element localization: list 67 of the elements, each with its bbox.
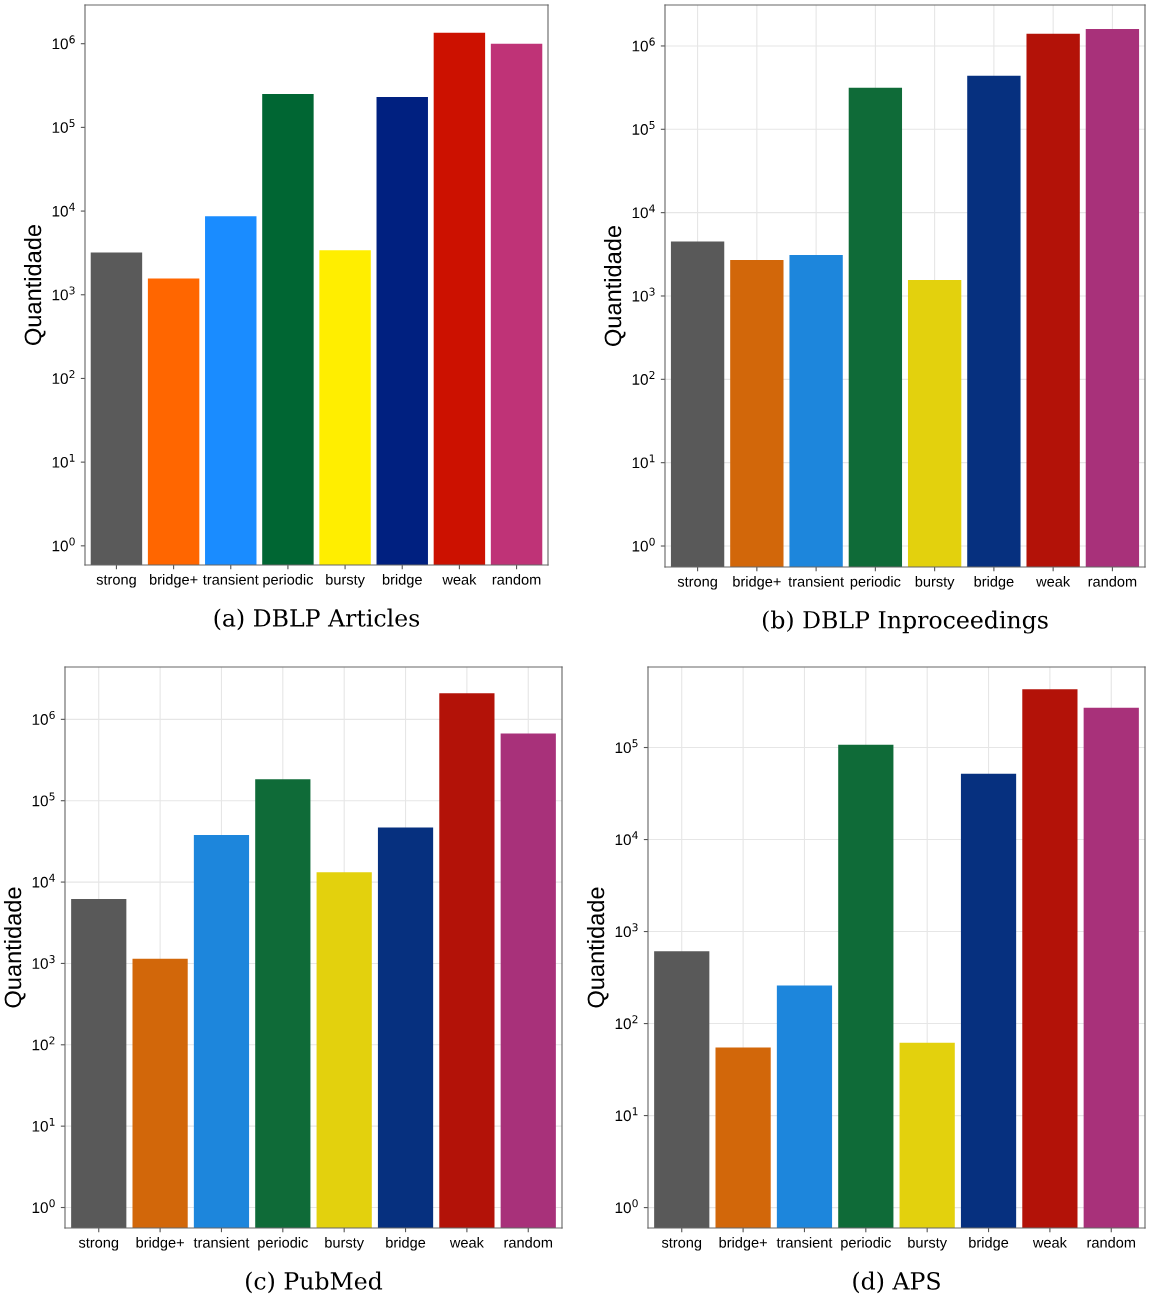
x-tick-label: bursty bbox=[325, 1237, 365, 1251]
y-tick-label: 10$^{1}$ bbox=[632, 454, 655, 469]
x-tick-label: bridge bbox=[969, 1237, 1009, 1251]
text: (c) PubMed bbox=[246, 1271, 383, 1294]
x-tick-label: bridge bbox=[974, 576, 1014, 590]
x-tick-label: bridge+ bbox=[150, 574, 198, 588]
x-tick-label: strong bbox=[677, 577, 717, 590]
y-axis-title: Quantidade bbox=[586, 887, 609, 1008]
y-tick-label: 10$^{4}$ bbox=[632, 204, 655, 219]
y-tick-label: 10$^{6}$ bbox=[632, 37, 655, 52]
y-tick-label: 10$^{3}$ bbox=[52, 286, 75, 301]
y-tick-label: 10$^{5}$ bbox=[32, 792, 55, 807]
y-tick-label: 10$^{5}$ bbox=[632, 121, 655, 135]
text: (d) APS bbox=[853, 1271, 940, 1294]
x-tick-label: weak bbox=[1032, 1237, 1067, 1248]
y-tick-label: 10$^{2}$ bbox=[615, 1015, 638, 1030]
x-tick-label: bridge+ bbox=[719, 1237, 767, 1251]
y-tick-label: 10$^{5}$ bbox=[615, 739, 638, 754]
x-tick-label: bridge+ bbox=[136, 1237, 184, 1251]
x-tick-label: strong bbox=[96, 575, 136, 588]
y-tick-label: 10$^{0}$ bbox=[615, 1199, 638, 1214]
x-tick-label: transient bbox=[788, 576, 844, 587]
y-tick-label: 10$^{6}$ bbox=[52, 35, 75, 50]
x-tick-label: weak bbox=[449, 1237, 484, 1248]
x-tick-label: bursty bbox=[915, 576, 955, 590]
y-tick-label: 10$^{2}$ bbox=[632, 370, 655, 385]
y-tick-label: 10$^{0}$ bbox=[32, 1199, 55, 1214]
y-tick-label: 10$^{1}$ bbox=[615, 1107, 638, 1122]
x-tick-label: weak bbox=[1036, 576, 1071, 587]
text: (b) DBLP Inproceedings bbox=[762, 610, 1048, 634]
x-tick-label: strong bbox=[661, 1238, 702, 1251]
y-axis-title: Quantidade bbox=[603, 226, 626, 346]
x-tick-label: bridge bbox=[382, 574, 422, 588]
x-tick-label: random bbox=[492, 574, 541, 585]
y-tick-label: 10$^{1}$ bbox=[52, 453, 75, 468]
y-tick-label: 10$^{4}$ bbox=[615, 831, 638, 846]
y-tick-label: 10$^{5}$ bbox=[52, 119, 75, 133]
y-tick-label: 10$^{4}$ bbox=[32, 873, 55, 888]
y-tick-label: 10$^{3}$ bbox=[615, 923, 638, 938]
x-tick-label: transient bbox=[776, 1237, 833, 1248]
x-tick-label: bridge bbox=[386, 1237, 426, 1251]
text: (a) DBLP Articles bbox=[214, 608, 420, 631]
y-tick-label: 10$^{2}$ bbox=[32, 1036, 55, 1051]
x-tick-label: bursty bbox=[326, 574, 365, 588]
y-tick-label: 10$^{6}$ bbox=[32, 710, 55, 725]
x-tick-label: bridge+ bbox=[733, 576, 781, 590]
x-tick-label: random bbox=[504, 1237, 553, 1248]
y-axis-title: Quantidade bbox=[23, 225, 46, 345]
x-tick-label: weak bbox=[442, 574, 477, 585]
y-tick-label: 10$^{0}$ bbox=[52, 537, 75, 552]
x-tick-label: transient bbox=[193, 1237, 250, 1248]
x-tick-label: periodic bbox=[263, 574, 314, 588]
x-tick-label: transient bbox=[203, 574, 259, 585]
y-tick-label: 10$^{3}$ bbox=[632, 287, 655, 302]
y-tick-label: 10$^{3}$ bbox=[32, 955, 55, 969]
y-axis-title: Quantidade bbox=[3, 887, 26, 1008]
x-tick-label: random bbox=[1087, 1237, 1136, 1248]
x-tick-label: strong bbox=[78, 1238, 119, 1251]
x-tick-label: periodic bbox=[258, 1237, 308, 1251]
y-tick-label: 10$^{2}$ bbox=[52, 370, 75, 385]
y-tick-label: 10$^{4}$ bbox=[52, 202, 75, 217]
x-tick-label: periodic bbox=[850, 576, 901, 590]
x-tick-label: bursty bbox=[908, 1237, 948, 1251]
y-tick-label: 10$^{1}$ bbox=[32, 1117, 55, 1132]
x-tick-label: periodic bbox=[841, 1237, 891, 1251]
x-tick-label: random bbox=[1088, 576, 1137, 587]
y-tick-label: 10$^{0}$ bbox=[632, 537, 655, 552]
